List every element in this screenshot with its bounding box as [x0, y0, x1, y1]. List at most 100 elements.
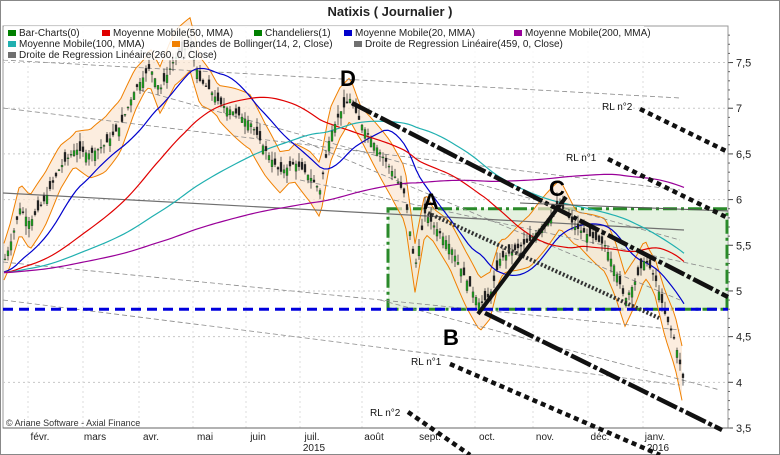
candle-body — [618, 275, 622, 285]
candle-body — [576, 223, 580, 229]
candle-body — [411, 248, 415, 254]
point-d-label: D — [340, 66, 356, 91]
candle-body — [207, 79, 211, 90]
candle-body — [468, 276, 472, 287]
candle-body — [621, 288, 625, 294]
candle-body — [201, 79, 205, 84]
y-tick-label: 5,5 — [736, 240, 751, 252]
candle-body — [399, 181, 403, 188]
y-tick-label: 5 — [736, 286, 742, 298]
candle-body — [111, 131, 115, 136]
candle-body — [675, 350, 679, 358]
candle-body — [417, 246, 421, 257]
candle-body — [9, 241, 13, 251]
candle-body — [414, 262, 418, 264]
legend-entry: Moyenne Mobile(100, MMA) — [19, 39, 145, 50]
candle-body — [366, 133, 370, 135]
candle-body — [72, 150, 76, 157]
legend-swatch — [8, 30, 16, 36]
candle-body — [297, 161, 301, 167]
candle-body — [678, 359, 682, 365]
candle-body — [504, 255, 508, 261]
candle-body — [570, 216, 574, 223]
candle-body — [672, 336, 676, 339]
candle-body — [681, 373, 685, 378]
candle-body — [48, 181, 52, 190]
legend: Bar-Charts(0) Moyenne Mobile(50, MMA) Chan… — [4, 26, 651, 61]
candle-body — [525, 238, 529, 243]
candle-body — [363, 129, 367, 139]
legend-swatch — [254, 30, 262, 36]
regression-channel-line — [2, 299, 681, 386]
candle-body — [585, 234, 589, 243]
candle-body — [240, 116, 244, 123]
candle-body — [381, 156, 385, 159]
candle-body — [645, 260, 649, 263]
candle-body — [96, 148, 100, 151]
candle-body — [66, 157, 70, 160]
candle-body — [105, 134, 109, 143]
candle-body — [93, 150, 97, 161]
candle-body — [312, 179, 316, 183]
y-tick-label: 4,5 — [736, 332, 751, 344]
candle-body — [99, 147, 103, 149]
candle-body — [123, 114, 127, 116]
legend-swatch — [102, 30, 110, 36]
candle-body — [57, 169, 61, 171]
candle-body — [594, 231, 598, 240]
candle-body — [465, 280, 469, 291]
candle-body — [378, 152, 382, 155]
bollinger-fill — [4, 17, 682, 401]
candle-body — [216, 92, 220, 102]
y-tick-label: 7 — [736, 103, 742, 115]
candle-body — [516, 243, 520, 249]
candle-body — [60, 165, 64, 168]
candle-body — [120, 114, 124, 122]
candle-body — [345, 101, 349, 104]
candle-body — [501, 251, 505, 258]
bollinger-upper — [3, 16, 683, 347]
candle-body — [375, 147, 379, 156]
candle-body — [357, 115, 361, 120]
candle-body — [303, 164, 307, 173]
candle-body — [135, 84, 139, 88]
point-a-label: A — [423, 189, 439, 214]
candle-body — [63, 152, 67, 162]
candle-body — [444, 240, 448, 249]
candle-body — [372, 143, 376, 151]
candle-body — [630, 287, 634, 298]
candle-body — [522, 239, 526, 245]
candle-body — [486, 293, 490, 298]
candle-body — [663, 310, 667, 314]
candle-body — [267, 155, 271, 161]
candle-body — [258, 131, 262, 141]
candle-body — [285, 167, 289, 176]
x-tick-label: avr. — [143, 432, 159, 443]
candle-body — [6, 250, 10, 257]
candle-body — [138, 82, 142, 91]
candle-body — [159, 87, 163, 90]
candle-body — [228, 109, 232, 115]
candle-body — [402, 188, 406, 194]
candle-body — [18, 208, 22, 215]
candle-body — [42, 195, 46, 202]
candle-body — [237, 107, 241, 116]
candle-body — [474, 297, 478, 306]
candle-body — [519, 244, 523, 247]
candle-body — [198, 70, 202, 81]
legend-entry: Chandeliers(1) — [265, 28, 331, 39]
x-tick-label: sept. — [419, 432, 441, 443]
legend-entry: Bar-Charts(0) — [19, 28, 80, 39]
rl1-top-line — [607, 156, 729, 221]
candle-body — [15, 216, 19, 220]
y-tick-label: 6 — [736, 195, 742, 207]
candle-body — [219, 97, 223, 105]
candle-body — [165, 74, 169, 83]
candle-body — [282, 169, 286, 174]
x-year-label: 2015 — [303, 443, 326, 454]
legend-swatch — [514, 30, 522, 36]
y-tick-label: 3,5 — [736, 423, 751, 435]
candle-body — [273, 158, 277, 165]
